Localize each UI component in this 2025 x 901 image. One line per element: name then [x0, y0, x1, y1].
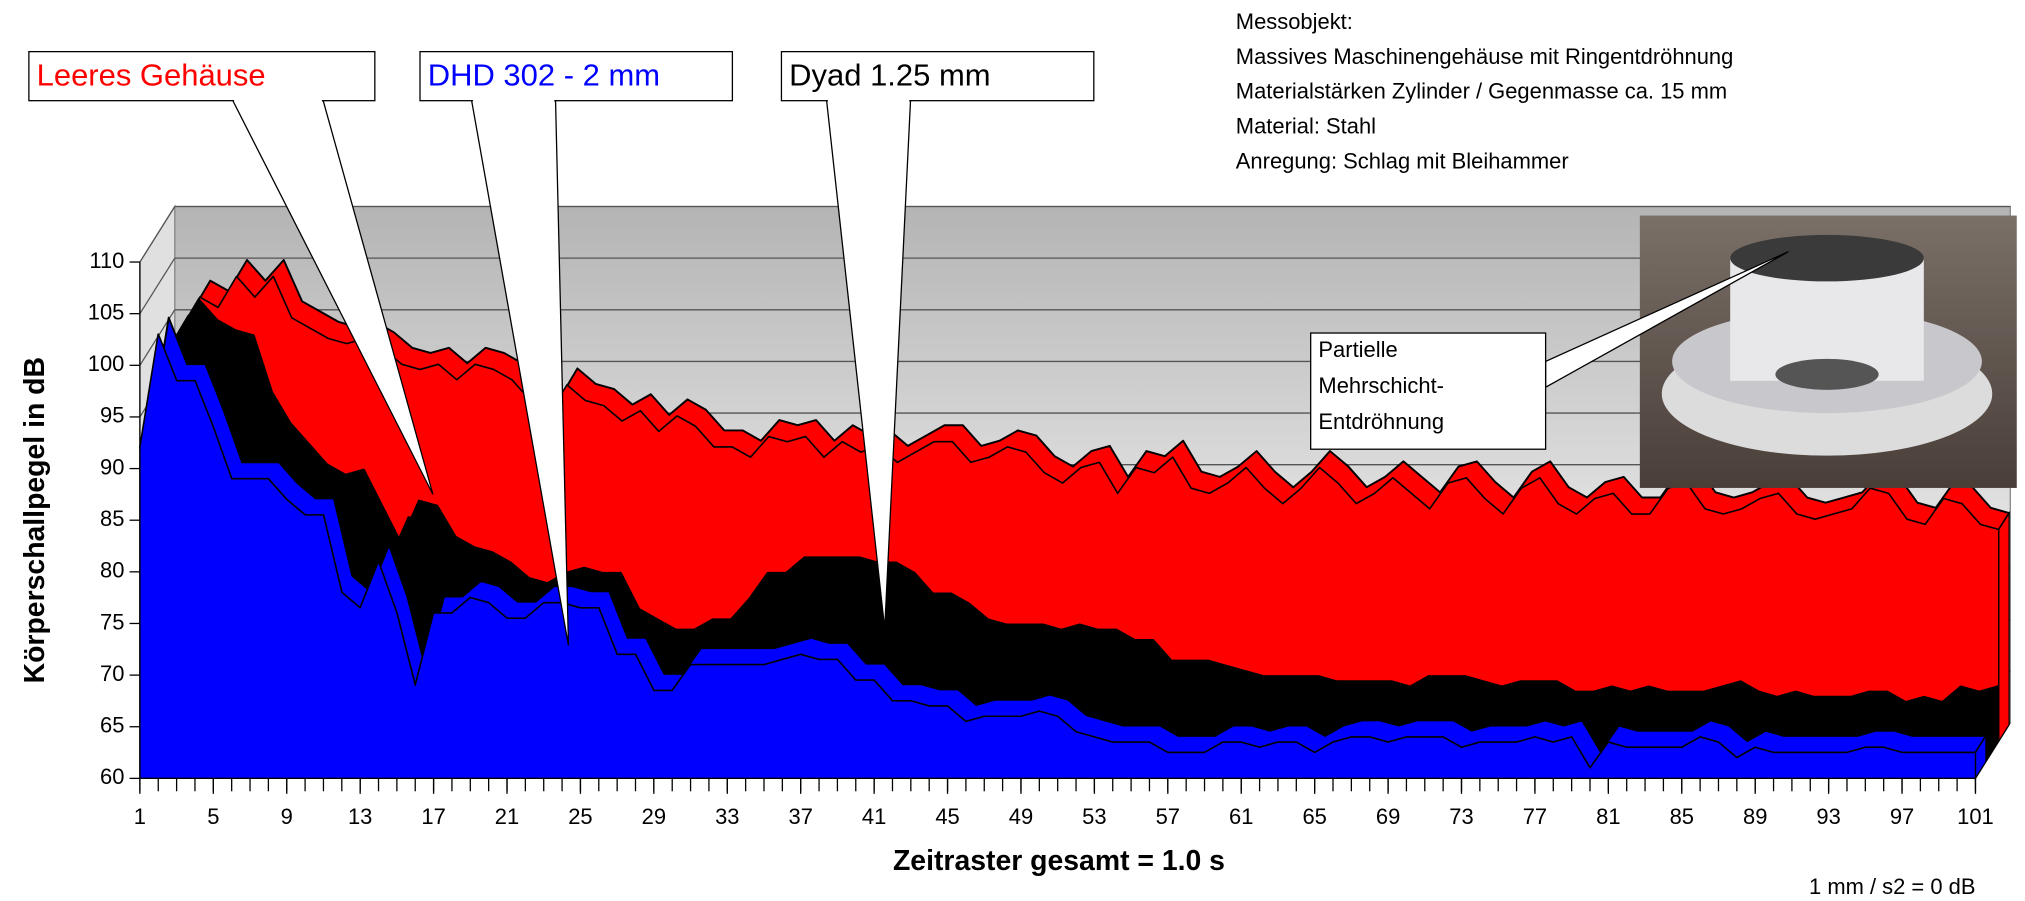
x-tick-label: 53: [1082, 804, 1106, 829]
x-tick-label: 5: [207, 804, 219, 829]
x-tick-label: 101: [1957, 804, 1994, 829]
chart: 6065707580859095100105110159131721252933…: [0, 0, 2025, 901]
x-tick-label: 41: [862, 804, 886, 829]
x-tick-label: 61: [1229, 804, 1253, 829]
x-tick-label: 57: [1156, 804, 1180, 829]
y-tick-label: 65: [100, 713, 124, 738]
note: Materialstärken Zylinder / Gegenmasse ca…: [1236, 79, 1727, 104]
x-tick-label: 77: [1523, 804, 1547, 829]
x-tick-label: 45: [935, 804, 959, 829]
x-tick-label: 17: [421, 804, 445, 829]
callout-text: Partielle: [1318, 337, 1397, 362]
x-tick-label: 33: [715, 804, 739, 829]
x-tick-label: 37: [788, 804, 812, 829]
y-tick-label: 90: [100, 454, 124, 479]
x-tick-label: 69: [1376, 804, 1400, 829]
x-tick-label: 65: [1302, 804, 1326, 829]
x-tick-label: 13: [348, 804, 372, 829]
y-tick-label: 75: [100, 609, 124, 634]
y-tick-label: 85: [100, 506, 124, 531]
y-tick-label: 110: [89, 248, 124, 273]
y-tick-label: 100: [88, 351, 125, 376]
y-tick-label: 70: [100, 661, 124, 686]
y-tick-label: 105: [88, 299, 125, 324]
area-side: [1999, 513, 2009, 741]
legend-label: DHD 302 - 2 mm: [428, 58, 660, 93]
photo-shape: [1775, 359, 1878, 390]
y-tick-label: 95: [100, 403, 124, 428]
y-tick-label: 80: [100, 558, 124, 583]
footnote: 1 mm / s2 = 0 dB: [1809, 874, 1975, 899]
x-tick-label: 97: [1890, 804, 1914, 829]
y-tick-label: 60: [100, 764, 124, 789]
x-tick-label: 93: [1816, 804, 1840, 829]
legend-label: Dyad 1.25 mm: [789, 58, 990, 93]
x-tick-label: 73: [1449, 804, 1473, 829]
x-tick-label: 49: [1009, 804, 1033, 829]
note: Anregung: Schlag mit Bleihammer: [1236, 148, 1569, 173]
y-axis-title: Körperschallpegel in dB: [19, 357, 51, 683]
x-tick-label: 9: [281, 804, 293, 829]
x-tick-label: 81: [1596, 804, 1620, 829]
x-tick-label: 29: [642, 804, 666, 829]
x-tick-label: 25: [568, 804, 592, 829]
x-tick-label: 89: [1743, 804, 1767, 829]
page: 6065707580859095100105110159131721252933…: [0, 0, 2025, 901]
note: Massives Maschinengehäuse mit Ringentdrö…: [1236, 44, 1734, 69]
x-tick-label: 85: [1670, 804, 1694, 829]
x-axis-title: Zeitraster gesamt = 1.0 s: [893, 845, 1225, 877]
note: Messobjekt:: [1236, 9, 1353, 34]
callout-text: Entdröhnung: [1318, 409, 1444, 434]
notes: Messobjekt: Massives Maschinengehäuse mi…: [1236, 9, 1734, 173]
note: Material: Stahl: [1236, 114, 1376, 139]
photo: [1640, 216, 2017, 488]
callout-text: Mehrschicht-: [1318, 373, 1444, 398]
legend-label: Leeres Gehäuse: [37, 58, 266, 93]
photo-shape: [1730, 235, 1924, 281]
x-tick-label: 1: [134, 804, 146, 829]
x-tick-label: 21: [495, 804, 519, 829]
